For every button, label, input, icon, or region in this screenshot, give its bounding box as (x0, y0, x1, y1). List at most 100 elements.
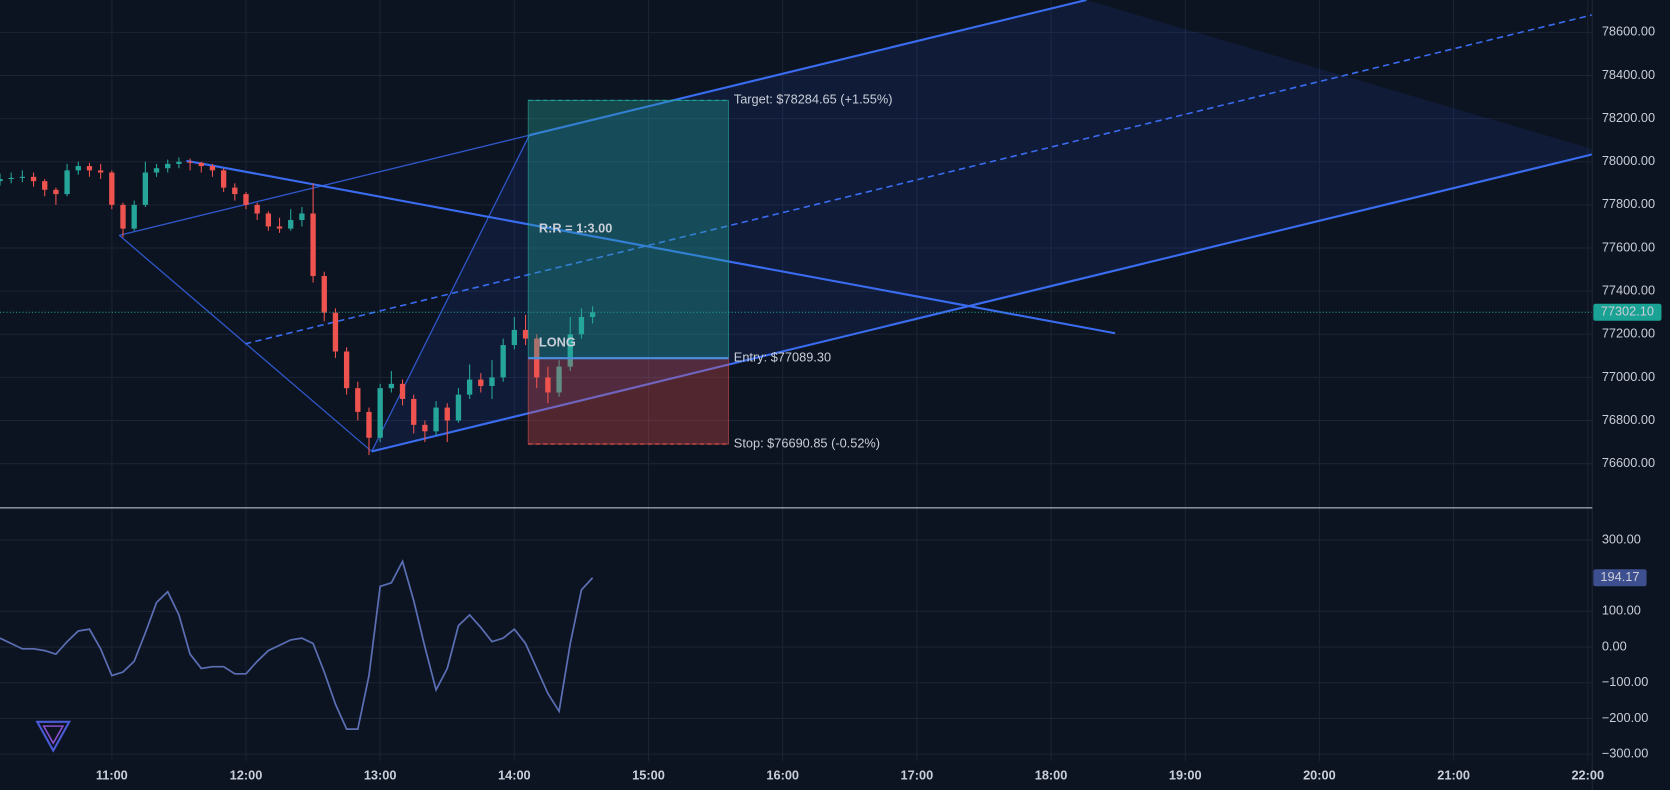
x-tick-label: 19:00 (1169, 768, 1202, 783)
y-tick-label: 76800.00 (1602, 412, 1655, 427)
entry-label: Entry: $77089.30 (734, 350, 831, 365)
x-tick-label: 14:00 (498, 768, 531, 783)
position-loss (527, 357, 730, 445)
y-tick-label: −200.00 (1602, 710, 1649, 725)
candle-body (120, 204, 126, 229)
x-tick-label: 22:00 (1571, 768, 1604, 783)
y-tick-label: 77200.00 (1602, 326, 1655, 341)
trend-line (186, 159, 1116, 335)
candle-body (433, 407, 439, 432)
x-tick-label: 15:00 (632, 768, 665, 783)
logo (35, 720, 72, 753)
y-tick-label: 300.00 (1602, 531, 1641, 546)
y-tick-label: 77400.00 (1602, 283, 1655, 298)
y-tick-label: 78200.00 (1602, 110, 1655, 125)
candle-body (165, 163, 171, 169)
pitchfork-upper (529, 0, 1087, 137)
candle-body (567, 334, 573, 367)
stop-label: Stop: $76690.85 (-0.52%) (734, 435, 880, 450)
candle-body (545, 377, 551, 393)
y-tick-label: 100.00 (1602, 603, 1641, 618)
candle-body (232, 187, 238, 195)
candle-body (198, 162, 204, 167)
y-tick-label: 0.00 (1602, 638, 1627, 653)
candle-body (42, 181, 48, 190)
y-tick-label: 78400.00 (1602, 67, 1655, 82)
x-tick-label: 11:00 (96, 768, 128, 783)
y-tick-label: 77000.00 (1602, 369, 1655, 384)
candle-body (500, 345, 506, 378)
candle-body (64, 170, 70, 195)
candle-body (522, 329, 529, 339)
drawings (118, 0, 1593, 453)
pitchfork-handle (119, 134, 530, 236)
candle-body (411, 398, 417, 425)
grid (0, 0, 1593, 762)
candle-body (142, 172, 149, 205)
candle-body (332, 312, 339, 352)
candle-body (209, 166, 216, 171)
pitchfork-median (244, 14, 1593, 345)
oscillator-line (0, 559, 594, 730)
candle-body (310, 213, 316, 277)
candle-body (589, 312, 596, 318)
y-tick-label: −100.00 (1602, 674, 1649, 689)
candle-body (75, 166, 81, 171)
x-tick-label: 12:00 (230, 768, 263, 783)
candle-body (109, 172, 115, 205)
candle-body (466, 379, 473, 395)
y-tick-label: −300.00 (1602, 745, 1649, 760)
candle-body (478, 379, 484, 387)
candle-body (97, 170, 104, 173)
candle-body (86, 166, 93, 171)
candle-body (176, 161, 182, 164)
x-tick-label: 17:00 (901, 768, 934, 783)
candle-body (399, 383, 406, 399)
pitchfork-lower (371, 153, 1593, 453)
candle-body (511, 329, 518, 346)
price-tag (1593, 303, 1662, 321)
candle-body (355, 388, 361, 412)
candle-body (276, 226, 283, 229)
candle-body (53, 189, 59, 195)
x-tick-label: 16:00 (766, 768, 799, 783)
candle-body (30, 176, 37, 182)
value-tag (1593, 569, 1647, 587)
position-label: LONG (539, 335, 576, 350)
pitchfork-fill (371, 0, 1593, 452)
candle-body (243, 194, 249, 205)
candle-body (455, 394, 462, 421)
price-tag-label: 77302.10 (1601, 304, 1654, 319)
y-tick-label: 78000.00 (1602, 153, 1655, 168)
marks: Target: $78284.65 (+1.55%) Entry: $77089.… (0, 92, 1593, 730)
candle-body (422, 424, 428, 432)
y-tick-label: 76600.00 (1602, 455, 1655, 470)
candle-body (377, 388, 383, 438)
candle-body (343, 351, 350, 389)
value-tag-label: 194.17 (1600, 569, 1639, 584)
x-tick-label: 20:00 (1303, 768, 1336, 783)
logo-shape (42, 725, 65, 745)
pitchfork-handle (371, 134, 530, 452)
candle-body (366, 411, 372, 438)
candle-body (153, 168, 160, 173)
candle-body (187, 161, 193, 163)
time-axis-bg (0, 761, 1670, 790)
candle-body (220, 170, 227, 188)
target-label: Target: $78284.65 (+1.55%) (734, 92, 893, 107)
candle-body (578, 317, 585, 335)
candle-body (131, 204, 137, 229)
risk-reward: R:R = 1:3.00 (539, 221, 612, 236)
y-tick-label: 77600.00 (1602, 239, 1655, 254)
x-tick-label: 21:00 (1437, 768, 1470, 783)
candle-body (556, 366, 562, 393)
candle-body (254, 204, 260, 214)
candle-body (8, 177, 14, 179)
x-tick-label: 18:00 (1035, 768, 1068, 783)
candle-body (388, 383, 395, 389)
candle-body (444, 407, 450, 421)
y-tick-label: 77800.00 (1602, 196, 1655, 211)
candle-body (299, 213, 305, 220)
